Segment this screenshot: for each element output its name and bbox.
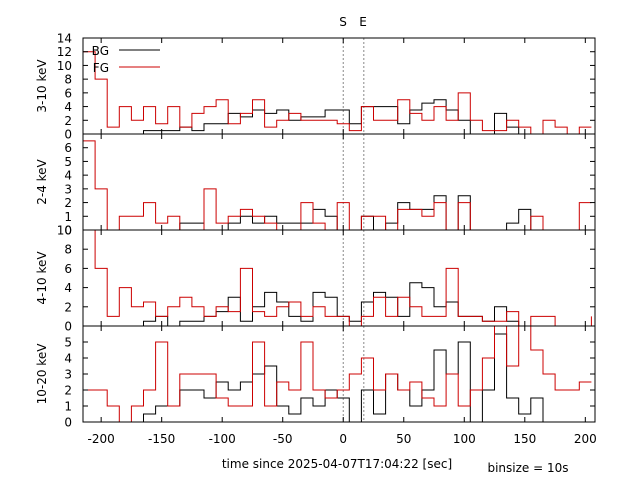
y-tick-label: 4	[64, 281, 72, 295]
series-line-bg	[83, 99, 592, 134]
y-tick-label: 1	[64, 210, 72, 224]
y-tick-label: 1	[64, 400, 72, 414]
x-tick-label: -200	[88, 432, 115, 446]
series-line-fg	[83, 326, 592, 422]
y-tick-label: 2	[64, 384, 72, 398]
panel-frame	[82, 37, 596, 135]
x-tick-label: 50	[396, 432, 411, 446]
panel-2: 0 2 4 6 8 10 4-10 keV	[35, 224, 596, 334]
y-tick-label: 0	[64, 416, 72, 430]
series-line-bg	[83, 195, 592, 230]
x-tick-label: 0	[339, 432, 347, 446]
x-tick-labels: -200 -150 -100 -50 0 50 100 150 200	[88, 432, 597, 446]
x-tick-label: 150	[513, 432, 536, 446]
y-tick-label: 5	[64, 155, 72, 169]
x-tick-label: 200	[574, 432, 597, 446]
legend-label-fg: FG	[93, 61, 109, 75]
y-tick-label: 6	[64, 262, 72, 276]
y-axis-label: 4-10 keV	[35, 251, 49, 305]
x-tick-label: -150	[148, 432, 175, 446]
x-tick-label: -100	[209, 432, 236, 446]
panel-3: 0 1 2 3 4 5 10-20 keV	[35, 325, 596, 430]
x-axis-label: time since 2025-04-07T17:04:22 [sec]	[222, 457, 452, 471]
series-line-bg	[83, 282, 592, 326]
y-tick-label: 0	[64, 128, 72, 142]
series-line-bg	[83, 333, 592, 422]
y-tick-label: 8	[64, 73, 72, 87]
y-tick-label: 6	[64, 141, 72, 155]
y-tick-label: 3	[64, 368, 72, 382]
y-tick-label: 4	[64, 100, 72, 114]
y-axis-label: 2-4 keV	[35, 158, 49, 204]
y-axis-label: 3-10 keV	[35, 59, 49, 113]
y-tick-label: 5	[64, 336, 72, 350]
legend: BG FG	[92, 44, 160, 75]
x-tick-label: -50	[273, 432, 293, 446]
y-tick-label: 14	[57, 32, 72, 46]
y-tick-label: 4	[64, 352, 72, 366]
y-tick-label: 12	[57, 45, 72, 59]
y-tick-label: 8	[64, 243, 72, 257]
y-axis-label: 10-20 keV	[35, 343, 49, 405]
y-tick-label: 0	[64, 224, 72, 238]
y-tick-label: 2	[64, 300, 72, 314]
legend-label-bg: BG	[92, 44, 109, 58]
binsize-label: binsize = 10s	[487, 461, 568, 475]
y-tick-label: 10	[57, 224, 72, 238]
y-tick-label: 0	[64, 320, 72, 334]
y-tick-label: 2	[64, 196, 72, 210]
marker-label-start: S	[339, 15, 347, 29]
marker-label-end: E	[359, 15, 367, 29]
y-tick-label: 3	[64, 182, 72, 196]
y-tick-label: 10	[57, 59, 72, 73]
series-line-fg	[83, 51, 592, 134]
series-line-fg	[83, 140, 592, 230]
y-tick-label: 4	[64, 169, 72, 183]
y-tick-label: 2	[64, 114, 72, 128]
x-tick-label: 100	[453, 432, 476, 446]
y-tick-label: 6	[64, 86, 72, 100]
series-line-fg	[83, 230, 592, 326]
